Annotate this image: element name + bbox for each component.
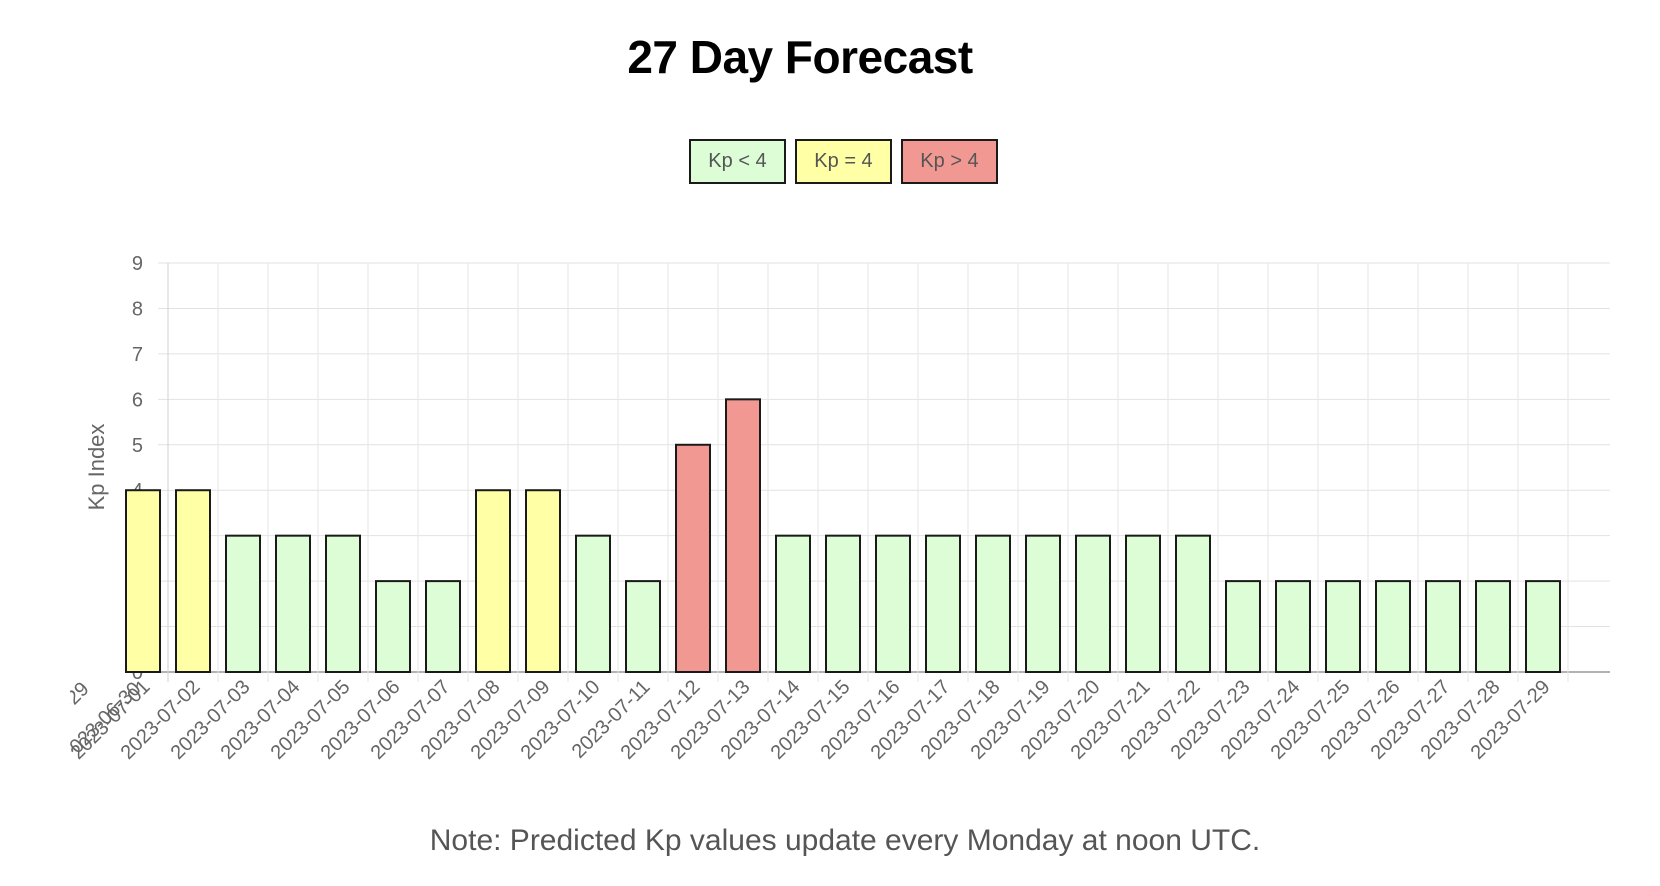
y-tick-label: 5: [132, 435, 143, 457]
y-tick-label: 6: [132, 389, 143, 411]
legend: Kp < 4 Kp = 4 Kp > 4: [689, 139, 998, 184]
bar-2023-07-28: [1475, 580, 1511, 673]
bar-2023-07-27: [1425, 580, 1461, 673]
chart-title: 27 Day Forecast: [627, 31, 973, 83]
bar-2023-07-18: [975, 534, 1011, 674]
y-tick-label: 7: [132, 344, 143, 366]
bar-2023-07-24: [1275, 580, 1311, 673]
bar-2023-07-15: [825, 534, 861, 674]
bar-2023-07-09: [525, 489, 561, 673]
tick-clip-mask: [0, 640, 70, 810]
kp-bar-chart: 0123456789Kp Index-29023-06-302023-07-01…: [0, 253, 1610, 810]
bar-2023-07-23: [1225, 580, 1261, 673]
y-tick-label: 9: [132, 253, 143, 275]
bar-2023-07-13: [725, 398, 761, 673]
bar-2023-07-06: [375, 580, 411, 673]
legend-item-moderate[interactable]: Kp = 4: [795, 139, 892, 184]
legend-item-high[interactable]: Kp > 4: [901, 139, 998, 184]
bar-2023-07-21: [1125, 534, 1161, 674]
bar-2023-07-25: [1325, 580, 1361, 673]
bar-2023-07-16: [875, 534, 911, 674]
bar-2023-07-08: [475, 489, 511, 673]
y-tick-label: 8: [132, 298, 143, 320]
footnote: Note: Predicted Kp values update every M…: [429, 824, 1261, 857]
bar-2023-07-05: [325, 534, 361, 674]
bar-2023-07-02: [175, 489, 211, 673]
bar-2023-07-12: [675, 443, 711, 673]
bar-2023-07-14: [775, 534, 811, 674]
bar-2023-07-22: [1175, 534, 1211, 674]
bar-2023-07-20: [1075, 534, 1111, 674]
bar-2023-07-03: [225, 534, 261, 674]
bar-2023-07-04: [275, 534, 311, 674]
bar-2023-07-26: [1375, 580, 1411, 673]
bar-2023-07-01: [125, 489, 161, 673]
bar-2023-07-19: [1025, 534, 1061, 674]
bar-2023-07-07: [425, 580, 461, 673]
legend-item-low[interactable]: Kp < 4: [689, 139, 786, 184]
y-tick-label: 0: [132, 662, 143, 684]
y-axis-label: Kp Index: [84, 424, 109, 511]
bar-2023-07-29: [1525, 580, 1561, 673]
bar-2023-07-11: [625, 580, 661, 673]
bar-2023-07-10: [575, 534, 611, 674]
bar-2023-07-17: [925, 534, 961, 674]
